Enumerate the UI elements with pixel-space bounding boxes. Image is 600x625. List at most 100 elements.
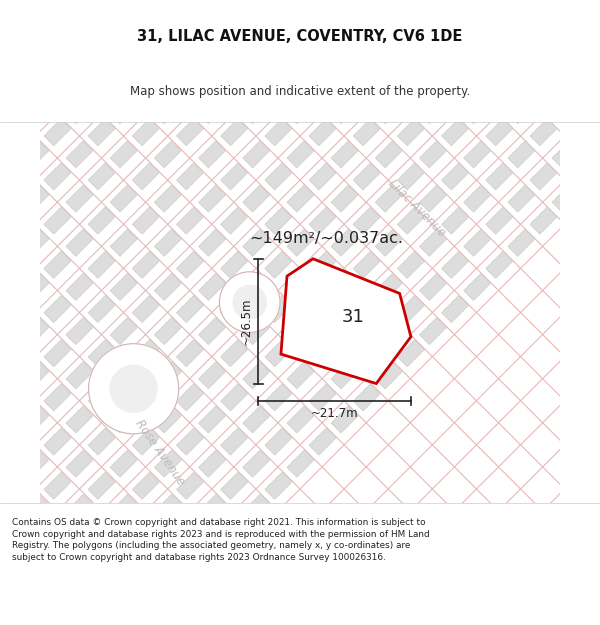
Polygon shape bbox=[176, 163, 203, 190]
Polygon shape bbox=[88, 163, 115, 190]
Polygon shape bbox=[265, 472, 292, 499]
Polygon shape bbox=[132, 428, 159, 455]
Polygon shape bbox=[508, 141, 535, 168]
Polygon shape bbox=[486, 119, 513, 146]
Polygon shape bbox=[110, 97, 137, 124]
Polygon shape bbox=[44, 296, 71, 322]
Polygon shape bbox=[287, 450, 314, 477]
Polygon shape bbox=[22, 362, 49, 389]
Polygon shape bbox=[265, 119, 292, 146]
Polygon shape bbox=[154, 406, 181, 433]
Polygon shape bbox=[88, 207, 115, 234]
Polygon shape bbox=[132, 119, 159, 146]
Polygon shape bbox=[176, 119, 203, 146]
Polygon shape bbox=[442, 207, 469, 234]
Text: ~26.5m: ~26.5m bbox=[240, 298, 253, 345]
Polygon shape bbox=[552, 141, 579, 168]
Polygon shape bbox=[66, 450, 93, 477]
Polygon shape bbox=[287, 141, 314, 168]
Polygon shape bbox=[199, 141, 226, 168]
Polygon shape bbox=[176, 472, 203, 499]
Polygon shape bbox=[44, 384, 71, 411]
Polygon shape bbox=[376, 97, 402, 124]
Polygon shape bbox=[66, 362, 93, 389]
Circle shape bbox=[89, 344, 179, 434]
Polygon shape bbox=[22, 318, 49, 344]
Polygon shape bbox=[243, 185, 270, 212]
Polygon shape bbox=[243, 97, 270, 124]
Polygon shape bbox=[309, 119, 336, 146]
Polygon shape bbox=[442, 251, 469, 278]
Polygon shape bbox=[419, 141, 446, 168]
Polygon shape bbox=[88, 384, 115, 411]
Polygon shape bbox=[110, 406, 137, 433]
Polygon shape bbox=[154, 362, 181, 389]
Polygon shape bbox=[353, 340, 380, 367]
Polygon shape bbox=[132, 207, 159, 234]
Polygon shape bbox=[22, 97, 49, 124]
Polygon shape bbox=[110, 318, 137, 344]
Polygon shape bbox=[132, 163, 159, 190]
Polygon shape bbox=[154, 274, 181, 301]
Polygon shape bbox=[110, 362, 137, 389]
Polygon shape bbox=[464, 97, 491, 124]
Text: ~21.7m: ~21.7m bbox=[311, 406, 358, 419]
Polygon shape bbox=[508, 229, 535, 256]
Polygon shape bbox=[397, 163, 424, 190]
Polygon shape bbox=[309, 163, 336, 190]
Polygon shape bbox=[376, 318, 402, 344]
Polygon shape bbox=[199, 97, 226, 124]
Polygon shape bbox=[331, 406, 358, 433]
Polygon shape bbox=[22, 450, 49, 477]
Polygon shape bbox=[66, 229, 93, 256]
Polygon shape bbox=[419, 274, 446, 301]
Polygon shape bbox=[331, 274, 358, 301]
Polygon shape bbox=[132, 472, 159, 499]
Polygon shape bbox=[110, 141, 137, 168]
Polygon shape bbox=[353, 207, 380, 234]
Polygon shape bbox=[287, 274, 314, 301]
Polygon shape bbox=[243, 274, 270, 301]
Text: 31: 31 bbox=[342, 308, 365, 326]
Polygon shape bbox=[397, 251, 424, 278]
Text: Contains OS data © Crown copyright and database right 2021. This information is : Contains OS data © Crown copyright and d… bbox=[12, 518, 430, 562]
Polygon shape bbox=[309, 384, 336, 411]
Polygon shape bbox=[66, 406, 93, 433]
Polygon shape bbox=[265, 207, 292, 234]
Polygon shape bbox=[464, 274, 491, 301]
Polygon shape bbox=[176, 207, 203, 234]
Polygon shape bbox=[221, 296, 248, 322]
Polygon shape bbox=[265, 340, 292, 367]
Circle shape bbox=[220, 272, 280, 332]
Polygon shape bbox=[309, 207, 336, 234]
Polygon shape bbox=[22, 494, 49, 521]
Polygon shape bbox=[88, 251, 115, 278]
Polygon shape bbox=[508, 185, 535, 212]
Polygon shape bbox=[287, 362, 314, 389]
Polygon shape bbox=[44, 163, 71, 190]
Polygon shape bbox=[154, 97, 181, 124]
Polygon shape bbox=[265, 251, 292, 278]
Polygon shape bbox=[44, 251, 71, 278]
Polygon shape bbox=[221, 119, 248, 146]
Polygon shape bbox=[199, 362, 226, 389]
Polygon shape bbox=[464, 229, 491, 256]
Polygon shape bbox=[199, 274, 226, 301]
Polygon shape bbox=[110, 274, 137, 301]
Text: Map shows position and indicative extent of the property.: Map shows position and indicative extent… bbox=[130, 85, 470, 98]
Polygon shape bbox=[176, 428, 203, 455]
Polygon shape bbox=[199, 406, 226, 433]
Polygon shape bbox=[44, 472, 71, 499]
Polygon shape bbox=[243, 229, 270, 256]
Polygon shape bbox=[22, 406, 49, 433]
Polygon shape bbox=[110, 229, 137, 256]
Polygon shape bbox=[331, 229, 358, 256]
Polygon shape bbox=[486, 251, 513, 278]
Polygon shape bbox=[176, 251, 203, 278]
Polygon shape bbox=[265, 384, 292, 411]
Polygon shape bbox=[154, 318, 181, 344]
Polygon shape bbox=[44, 340, 71, 367]
Polygon shape bbox=[154, 141, 181, 168]
Polygon shape bbox=[132, 296, 159, 322]
Polygon shape bbox=[353, 251, 380, 278]
